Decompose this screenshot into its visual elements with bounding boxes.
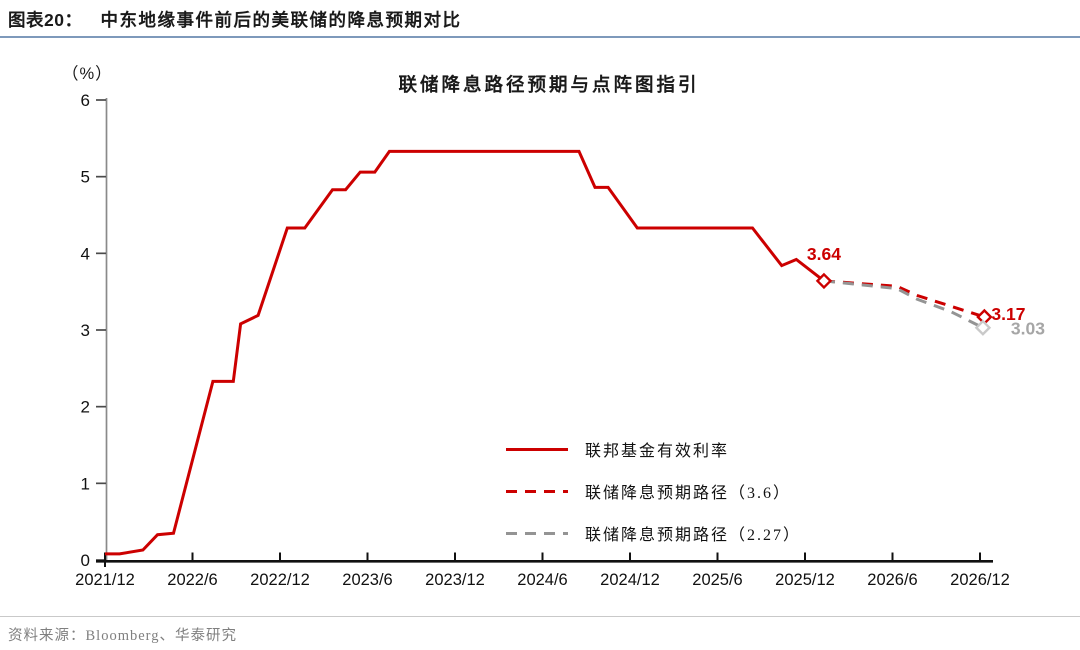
figure-title: 中东地缘事件前后的美联储的降息预期对比 xyxy=(100,10,462,30)
header-underline xyxy=(0,36,1080,38)
data-label-3-17: 3.17 xyxy=(991,304,1025,324)
legend-item-expected-path-3-6: 联储降息预期路径（3.6） xyxy=(506,470,801,512)
data-label-3-03: 3.03 xyxy=(1011,319,1045,339)
x-tick-label: 2026/12 xyxy=(950,571,1010,589)
chart-legend: 联邦基金有效利率 联储降息预期路径（3.6） 联储降息预期路径（2.27） xyxy=(506,428,801,554)
effective-rate-line xyxy=(105,149,825,556)
y-tick-label: 3 xyxy=(81,321,90,340)
x-tick-label: 2026/6 xyxy=(867,571,917,589)
marker-3-03 xyxy=(974,319,992,336)
figure-number-label: 图表20： xyxy=(8,10,83,30)
dashed-gray-line-swatch xyxy=(506,531,568,535)
x-tick-label: 2022/12 xyxy=(250,571,310,589)
source-divider xyxy=(0,616,1080,617)
x-tick-label: 2024/12 xyxy=(600,571,660,589)
x-tick-label: 2023/6 xyxy=(342,571,392,589)
x-tick-label: 2025/6 xyxy=(692,571,742,589)
y-tick-label: 5 xyxy=(81,168,90,187)
solid-red-line-swatch xyxy=(506,447,568,451)
figure-header: 图表20： 中东地缘事件前后的美联储的降息预期对比 xyxy=(8,7,461,32)
x-tick-label: 2021/12 xyxy=(75,571,135,589)
x-tick-label: 2024/6 xyxy=(517,571,567,589)
y-tick-label: 0 xyxy=(81,551,90,570)
dashed-red-line-swatch xyxy=(506,489,568,493)
chart-title: 联储降息路径预期与点阵图指引 xyxy=(398,76,700,96)
x-tick-label: 2023/12 xyxy=(425,571,485,589)
legend-item-expected-path-2-27: 联储降息预期路径（2.27） xyxy=(506,512,801,554)
y-tick-label: 4 xyxy=(81,244,90,263)
y-tick-label: 6 xyxy=(81,91,90,110)
legend-label: 联储降息预期路径（2.27） xyxy=(585,527,802,544)
expected-path-3-6 xyxy=(823,279,985,319)
legend-label: 联邦基金有效利率 xyxy=(585,443,730,460)
source-note: 资料来源：Bloomberg、华泰研究 xyxy=(8,628,237,644)
y-axis-unit-label: （%） xyxy=(62,65,113,83)
expected-path-2-27 xyxy=(823,279,984,330)
x-tick-label: 2022/6 xyxy=(167,571,217,589)
y-tick-label: 2 xyxy=(81,398,90,417)
marker-3-64 xyxy=(815,272,833,290)
legend-label: 联储降息预期路径（3.6） xyxy=(585,485,792,502)
data-label-3-64: 3.64 xyxy=(807,244,841,264)
x-tick-label: 2025/12 xyxy=(775,571,835,589)
y-tick-label: 1 xyxy=(81,474,90,493)
legend-item-effective-rate: 联邦基金有效利率 xyxy=(506,428,801,470)
